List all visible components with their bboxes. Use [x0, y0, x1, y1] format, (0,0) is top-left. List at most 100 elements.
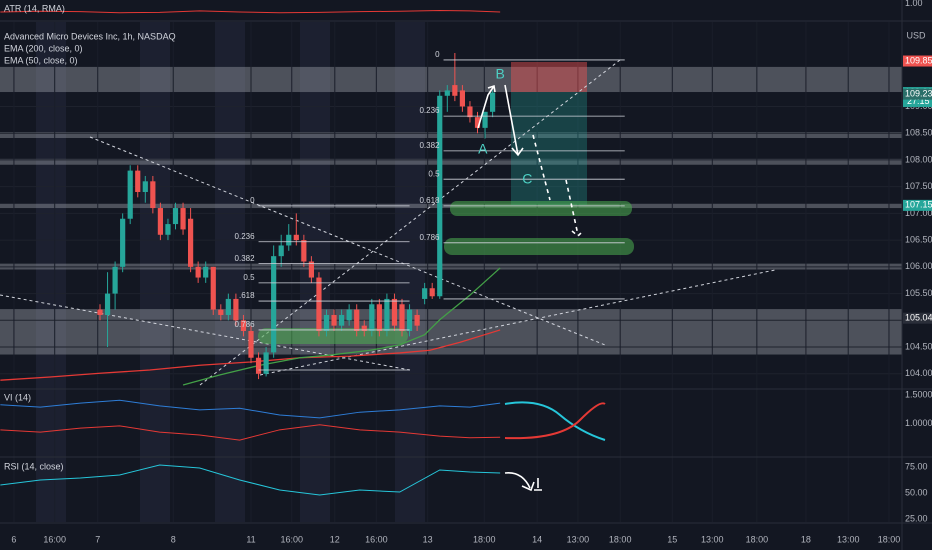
- fib-label: .618: [239, 291, 255, 300]
- price-tag: [903, 199, 932, 211]
- highlights: [258, 201, 634, 344]
- indicator-lines: [0, 10, 501, 496]
- x-tick-label: 16:00: [281, 534, 304, 544]
- wave-label: B: [495, 66, 504, 82]
- y-tick-label: 107.50: [905, 181, 932, 191]
- fib-label: 0.236: [235, 232, 256, 241]
- vi-line: [0, 424, 501, 441]
- y-tick-label: 105.50: [905, 288, 932, 298]
- y-tick-label: 104.50: [905, 341, 932, 351]
- x-tick-label: 13:00: [567, 534, 590, 544]
- y-tick-label: 106.50: [905, 234, 932, 244]
- atr-line: [0, 10, 501, 14]
- fib-label: 0: [435, 50, 440, 59]
- candle-body: [240, 320, 247, 332]
- candle-body: [104, 293, 111, 315]
- candle-body: [203, 266, 209, 278]
- price-tag-label: 109.23: [905, 89, 932, 99]
- trend-lines: [0, 59, 776, 386]
- candle-body: [422, 288, 428, 299]
- candle-body: [233, 298, 239, 321]
- ema-line: [182, 267, 501, 386]
- price-tag-label: 109.85: [905, 55, 932, 65]
- candle-body: [376, 304, 382, 332]
- y-tick-label: 107.00: [905, 208, 932, 218]
- candle-body: [331, 314, 337, 326]
- candle-body: [444, 90, 450, 96]
- pane-label: VI (14): [4, 392, 31, 402]
- candle-body: [316, 277, 322, 332]
- zone: [0, 158, 902, 165]
- overlay: 0 0.236 0.382 0.5 0.618 0.786 0 0.236 0.382 0.5 .6…: [235, 50, 625, 371]
- candle-body: [165, 224, 171, 235]
- y-tick-label: 1.00: [905, 0, 923, 8]
- x-tick-label: 18:00: [473, 534, 496, 544]
- candle-body: [293, 234, 299, 241]
- candle-body: [391, 298, 398, 326]
- y-tick-label: 108.00: [905, 154, 932, 164]
- x-tick-label: 16:00: [365, 534, 388, 544]
- candle-body: [97, 309, 103, 315]
- y-tick-label: 106.00: [905, 261, 932, 271]
- candle-body: [369, 304, 375, 332]
- candle-body: [180, 208, 186, 230]
- candle-body: [301, 240, 307, 262]
- pane-label: ATR (14, RMA): [4, 3, 65, 13]
- candle-body: [490, 92, 496, 112]
- zone: [0, 66, 902, 93]
- countdown: 27:15: [907, 96, 930, 106]
- candle-body: [452, 85, 458, 96]
- y-tick-label: 25.00: [905, 513, 928, 523]
- x-tick-label: 6: [11, 534, 16, 544]
- price-tag: [903, 55, 932, 67]
- candle-body: [346, 309, 352, 321]
- fib-label: 0: [250, 196, 255, 205]
- fib-label: 0.236: [419, 106, 440, 115]
- x-tick-label: 18:00: [878, 534, 901, 544]
- candle-body: [354, 309, 360, 332]
- candle-body: [384, 298, 390, 332]
- wave-label: A: [478, 140, 488, 156]
- candle-body: [112, 266, 118, 294]
- rsi-line: [0, 464, 501, 496]
- y-tick-label: 108.50: [905, 128, 932, 138]
- zone: [0, 132, 902, 139]
- legend-entry: EMA (200, close, 0): [4, 43, 83, 53]
- candle-body: [210, 266, 216, 310]
- grid: [0, 22, 902, 522]
- candle-body: [361, 325, 367, 332]
- wave-label: C: [522, 170, 532, 186]
- price-tag: [903, 312, 932, 324]
- stop-zone: [511, 62, 587, 92]
- candle-body: [271, 256, 277, 353]
- candle-body: [323, 314, 330, 332]
- fib-label: 0.5: [243, 273, 255, 282]
- pane-label: RSI (14, close): [4, 461, 64, 471]
- fib-label: 0.5: [428, 169, 440, 178]
- candle-body: [467, 106, 473, 118]
- candle-body: [459, 90, 465, 107]
- candle-body: [218, 309, 224, 315]
- session-bands: [36, 22, 425, 522]
- fib-label: 0.382: [235, 254, 256, 263]
- price-tag: [903, 88, 932, 100]
- legend-entry: EMA (50, close, 0): [4, 55, 78, 65]
- x-tick-label: 8: [171, 534, 176, 544]
- y-tick-label: 1.5000: [905, 389, 932, 399]
- candle-body: [308, 261, 314, 278]
- y-tick-label: 50.00: [905, 487, 928, 497]
- candle-body: [135, 170, 141, 193]
- price-tag-label: 105.04: [905, 313, 932, 323]
- candle-body: [414, 314, 420, 326]
- x-tick-label: 18:00: [609, 534, 632, 544]
- candle-body: [474, 117, 481, 128]
- x-tick-label: 14: [532, 534, 542, 544]
- x-tick-label: 13:00: [701, 534, 724, 544]
- y-tick-label: 104.00: [905, 368, 932, 378]
- x-tick-label: 16:00: [43, 534, 66, 544]
- x-tick-label: 15: [667, 534, 677, 544]
- fib-label: 0.382: [419, 141, 440, 150]
- candle-body: [127, 170, 133, 219]
- candle-body: [142, 181, 148, 193]
